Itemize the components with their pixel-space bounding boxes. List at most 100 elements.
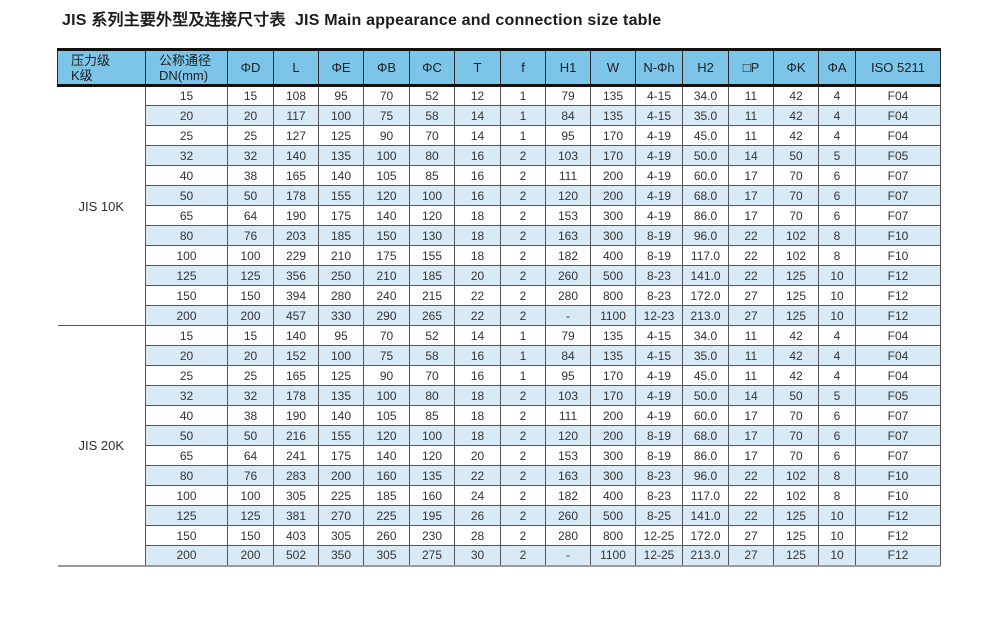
cell: 117.0 [682,485,729,506]
cell: 140 [273,145,319,166]
cell: 102 [773,485,819,506]
cell: 457 [273,305,319,326]
cell: 100 [363,145,410,166]
cell: 12-23 [635,305,683,326]
cell: 200 [227,305,274,326]
cell: 270 [318,505,364,526]
cell: 15 [227,325,274,346]
cell: 4-15 [635,325,683,346]
cell: 150 [145,285,228,306]
cell: 12-25 [635,525,683,546]
cell: F04 [855,365,941,386]
cell: 20 [227,105,274,126]
cell: 280 [545,285,591,306]
cell: 26 [454,505,501,526]
cell: 90 [363,365,410,386]
cell: 58 [409,105,455,126]
cell: 22 [454,465,501,486]
cell: 117 [273,105,319,126]
cell: 200 [145,545,228,566]
cell: 2 [500,425,546,446]
cell: 108 [273,85,319,106]
cell: 8-19 [635,425,683,446]
cell: 70 [409,125,455,146]
table-row: 20 20 152 100 75 58 16 1 84 135 4-15 35.0 11 42 4 F04 [58,345,941,366]
cell: 155 [318,425,364,446]
cell: 150 [227,525,274,546]
cell: 85 [409,405,455,426]
cell: 27 [728,545,774,566]
cell: F07 [855,445,941,466]
cell: 265 [409,305,455,326]
cell: 280 [545,525,591,546]
column-header: W [590,49,636,86]
cell: 215 [409,285,455,306]
cell: 58 [409,345,455,366]
cell: 25 [145,365,228,386]
cell: F04 [855,105,941,126]
cell: 5 [818,385,856,406]
column-header: ΦC [409,49,455,86]
section-label: JIS 10K [57,85,146,326]
cell: 150 [363,225,410,246]
column-header: □P [728,49,774,86]
cell: 42 [773,365,819,386]
cell: 20 [145,105,228,126]
cell: 70 [773,425,819,446]
cell: 4-15 [635,105,683,126]
cell: 2 [500,405,546,426]
cell: 38 [227,165,274,186]
cell: 50 [145,185,228,206]
cell: 11 [728,85,774,106]
cell: 178 [273,385,319,406]
cell: 100 [318,345,364,366]
cell: 11 [728,105,774,126]
cell: 27 [728,305,774,326]
cell: 22 [728,245,774,266]
cell: 275 [409,545,455,566]
column-header: ΦD [227,49,274,86]
cell: 10 [818,305,856,326]
cell: 125 [773,525,819,546]
cell: 2 [500,505,546,526]
cell: 120 [363,425,410,446]
column-header: 公称通径 DN(mm) [145,49,228,86]
cell: 1 [500,125,546,146]
cell: 381 [273,505,319,526]
cell: 11 [728,325,774,346]
cell: 15 [227,85,274,106]
cell: 12 [454,85,501,106]
cell: 305 [363,545,410,566]
cell: 1 [500,365,546,386]
cell: 80 [409,385,455,406]
cell: 10 [818,505,856,526]
cell: 45.0 [682,125,729,146]
cell: 18 [454,405,501,426]
cell: 20 [227,345,274,366]
cell: 65 [145,445,228,466]
cell: 1 [500,345,546,366]
cell: 135 [318,385,364,406]
cell: 18 [454,385,501,406]
cell: 22 [728,505,774,526]
table-row: 80 76 283 200 160 135 22 2 163 300 8-23 96.0 22 102 8 F… [58,465,941,486]
column-header: H2 [682,49,729,86]
cell: 10 [818,525,856,546]
cell: 25 [227,125,274,146]
cell: 305 [273,485,319,506]
cell: 70 [363,85,410,106]
cell: 1 [500,105,546,126]
cell: 4-19 [635,385,683,406]
cell: 4-19 [635,145,683,166]
cell: 11 [728,125,774,146]
cell: F10 [855,225,941,246]
cell: 185 [363,485,410,506]
cell: 120 [363,185,410,206]
cell: 120 [409,205,455,226]
table-row: 125 125 356 250 210 185 20 2 260 500 8-23 141.0 22 12… [58,265,941,286]
cell: 10 [818,265,856,286]
cell: 60.0 [682,165,729,186]
cell: F10 [855,245,941,266]
cell: 11 [728,345,774,366]
cell: 8-23 [635,485,683,506]
